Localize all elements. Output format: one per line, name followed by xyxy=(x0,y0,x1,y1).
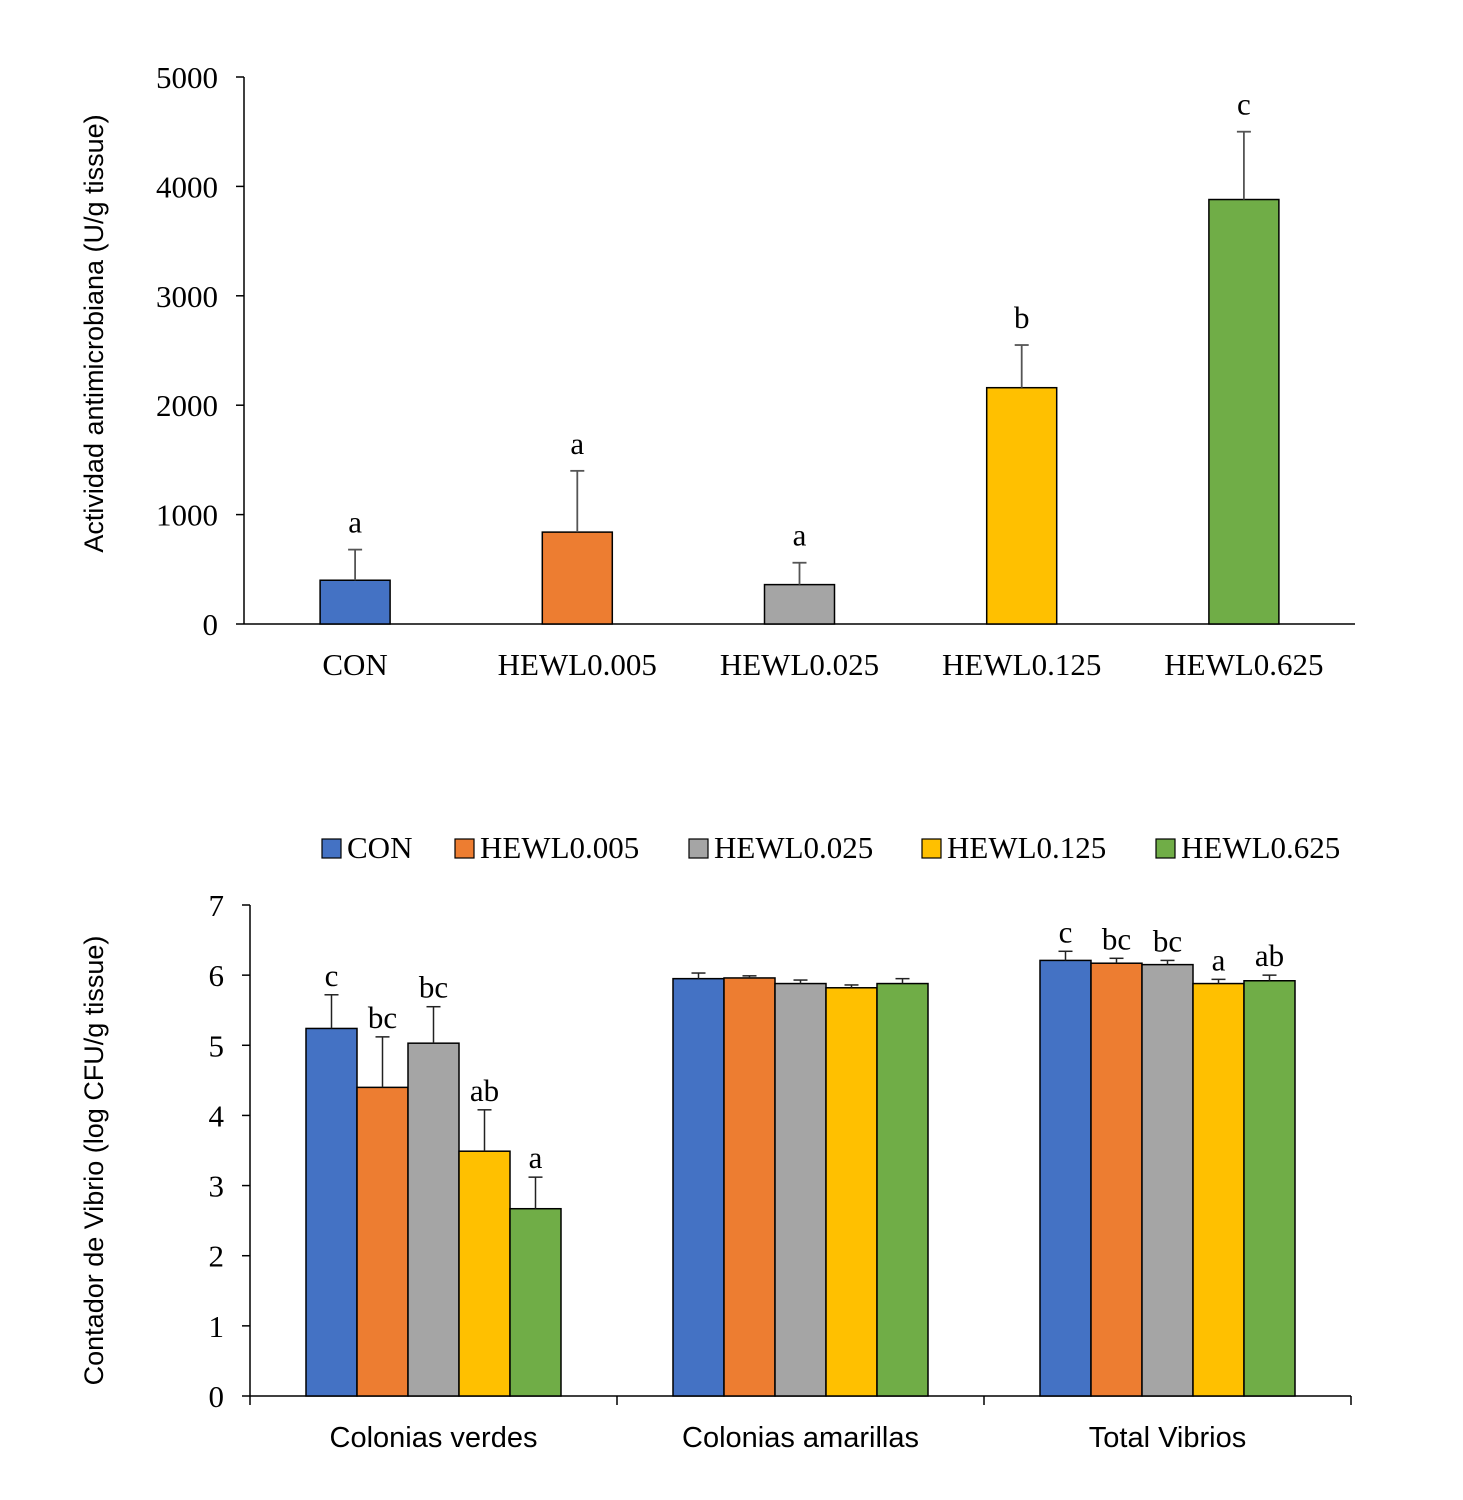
significance-letter: b xyxy=(1014,300,1030,335)
significance-letter: a xyxy=(348,505,362,540)
x-tick-label: HEWL0.125 xyxy=(942,647,1101,682)
y-tick-label: 2 xyxy=(209,1239,225,1274)
bar xyxy=(356,1086,409,1397)
y-tick-label: 3 xyxy=(209,1169,225,1204)
legend-label: HEWL0.625 xyxy=(1181,830,1340,865)
y-axis-label: Actividad antimicrobiana (U/g tissue) xyxy=(79,114,109,552)
y-tick-label: 0 xyxy=(209,1379,225,1414)
antimicrobial-activity-chart: 0 1000 2000 3000 4000 5000 Actividad antimicro… xyxy=(79,60,1355,682)
significance-letter: a xyxy=(529,1140,543,1175)
legend-item: HEWL0.005 xyxy=(454,830,639,865)
bar xyxy=(876,982,929,1397)
bar xyxy=(458,1150,511,1397)
bar xyxy=(763,583,836,625)
legend-swatch xyxy=(688,838,709,859)
significance-letter: c xyxy=(325,958,339,993)
bar xyxy=(1141,963,1194,1397)
y-tick-label: 1 xyxy=(209,1309,225,1344)
y-tick-label: 2000 xyxy=(156,388,218,423)
y-tick-label: 7 xyxy=(209,888,225,923)
legend-swatch xyxy=(454,838,475,859)
legend-item: CON xyxy=(321,830,412,865)
legend-item: HEWL0.125 xyxy=(921,830,1106,865)
x-tick-label: HEWL0.625 xyxy=(1164,647,1323,682)
significance-letter: ab xyxy=(470,1073,499,1108)
legend: CON HEWL0.005 HEWL0.025 HEWL0.125 HEWL0.625 xyxy=(321,830,1340,865)
legend-swatch xyxy=(321,838,342,859)
bar xyxy=(1243,980,1296,1397)
y-tick-label: 0 xyxy=(203,607,219,642)
significance-letter: bc xyxy=(1102,921,1131,956)
legend-item: HEWL0.625 xyxy=(1155,830,1340,865)
bar xyxy=(1208,198,1280,625)
bar xyxy=(541,531,614,625)
bar xyxy=(825,987,878,1397)
significance-letter: a xyxy=(1212,942,1226,977)
y-tick-label: 3000 xyxy=(156,279,218,314)
significance-letter: a xyxy=(570,426,584,461)
bar xyxy=(407,1042,460,1397)
vibrio-count-chart: 0 1 2 3 4 5 6 7 Contador de Vibrio (log CFU/g ti… xyxy=(79,830,1352,1454)
bar xyxy=(672,977,725,1397)
significance-letter: bc xyxy=(419,970,448,1005)
legend-label: HEWL0.025 xyxy=(714,830,873,865)
y-axis-label: Contador de Vibrio (log CFU/g tissue) xyxy=(79,936,109,1386)
significance-letter: c xyxy=(1237,87,1251,122)
bar xyxy=(985,386,1058,625)
bar xyxy=(1039,959,1092,1397)
legend-label: CON xyxy=(347,830,412,865)
significance-letter: ab xyxy=(1255,938,1284,973)
legend-item: HEWL0.025 xyxy=(688,830,873,865)
y-tick-label: 1000 xyxy=(156,498,218,533)
x-tick-label: HEWL0.005 xyxy=(498,647,657,682)
bar xyxy=(319,579,391,625)
x-tick-label: HEWL0.025 xyxy=(720,647,879,682)
legend-label: HEWL0.005 xyxy=(480,830,639,865)
x-tick-label: CON xyxy=(322,647,387,682)
y-tick-label: 4000 xyxy=(156,169,218,204)
x-tick-label: Total Vibrios xyxy=(1089,1422,1246,1454)
significance-letter: c xyxy=(1059,914,1073,949)
y-tick-label: 5000 xyxy=(156,60,218,95)
legend-swatch xyxy=(1155,838,1176,859)
x-tick-label: Colonias verdes xyxy=(330,1422,538,1454)
significance-letter: a xyxy=(793,518,807,553)
legend-label: HEWL0.125 xyxy=(947,830,1106,865)
bar xyxy=(1192,982,1245,1397)
y-tick-label: 6 xyxy=(209,958,225,993)
y-tick-label: 4 xyxy=(209,1098,225,1133)
significance-letter: bc xyxy=(1153,923,1182,958)
significance-letter: bc xyxy=(368,1000,397,1035)
bar xyxy=(509,1207,562,1397)
legend-swatch xyxy=(921,838,942,859)
bar xyxy=(1090,962,1143,1397)
y-tick-label: 5 xyxy=(209,1028,225,1063)
bar xyxy=(305,1027,358,1397)
x-tick-label: Colonias amarillas xyxy=(682,1422,919,1454)
bar xyxy=(774,982,827,1397)
bar xyxy=(723,977,776,1397)
